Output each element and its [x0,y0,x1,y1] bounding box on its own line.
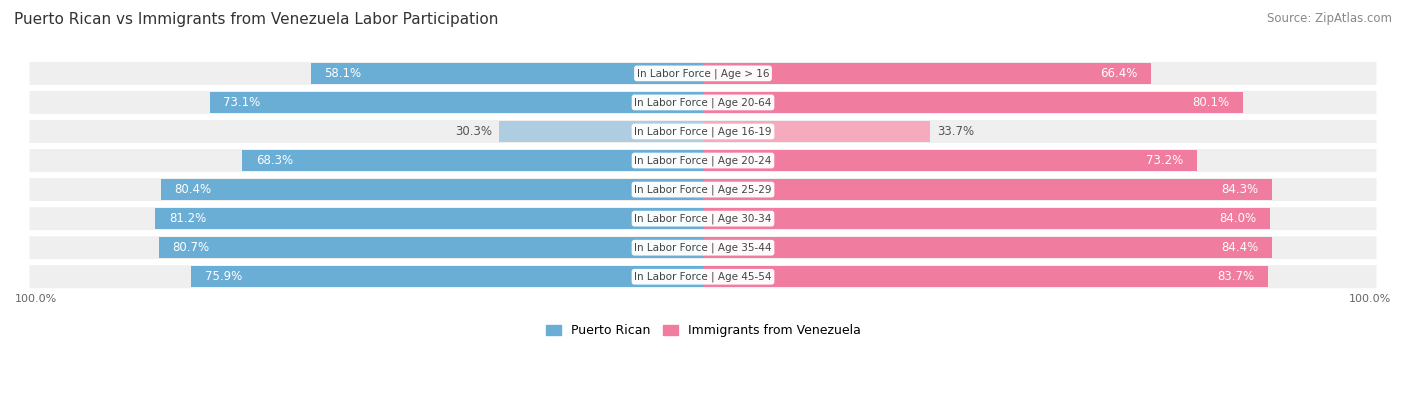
Bar [160,179,703,200]
Text: 66.4%: 66.4% [1099,67,1137,80]
FancyBboxPatch shape [28,264,1378,289]
Text: In Labor Force | Age 25-29: In Labor Force | Age 25-29 [634,184,772,195]
Text: 84.3%: 84.3% [1220,183,1258,196]
Text: 84.4%: 84.4% [1222,241,1258,254]
Text: 84.0%: 84.0% [1219,212,1256,225]
Legend: Puerto Rican, Immigrants from Venezuela: Puerto Rican, Immigrants from Venezuela [541,320,865,342]
Bar [703,237,1272,258]
Bar [191,266,703,287]
FancyBboxPatch shape [28,148,1378,173]
FancyBboxPatch shape [28,61,1378,86]
Text: In Labor Force | Age 16-19: In Labor Force | Age 16-19 [634,126,772,137]
Bar [703,121,931,142]
Text: 100.0%: 100.0% [15,294,58,304]
Text: In Labor Force | Age 45-54: In Labor Force | Age 45-54 [634,271,772,282]
Bar [703,266,1268,287]
Bar [499,121,703,142]
Text: 68.3%: 68.3% [256,154,292,167]
FancyBboxPatch shape [28,119,1378,144]
Text: 30.3%: 30.3% [456,125,492,138]
Bar [703,179,1271,200]
Bar [159,237,703,258]
Text: 80.4%: 80.4% [174,183,211,196]
FancyBboxPatch shape [28,235,1378,260]
Text: Source: ZipAtlas.com: Source: ZipAtlas.com [1267,12,1392,25]
Bar [703,150,1197,171]
Text: 75.9%: 75.9% [204,270,242,283]
Bar [155,208,703,229]
Bar [311,63,703,84]
Text: Puerto Rican vs Immigrants from Venezuela Labor Participation: Puerto Rican vs Immigrants from Venezuel… [14,12,499,27]
FancyBboxPatch shape [28,90,1378,115]
Bar [703,63,1152,84]
Text: In Labor Force | Age 30-34: In Labor Force | Age 30-34 [634,213,772,224]
Text: 80.1%: 80.1% [1192,96,1230,109]
FancyBboxPatch shape [28,206,1378,231]
Text: 58.1%: 58.1% [325,67,361,80]
Text: 73.2%: 73.2% [1146,154,1184,167]
Text: In Labor Force | Age 35-44: In Labor Force | Age 35-44 [634,243,772,253]
Text: 73.1%: 73.1% [224,96,260,109]
Bar [242,150,703,171]
Bar [703,208,1270,229]
Text: 80.7%: 80.7% [172,241,209,254]
Text: In Labor Force | Age 20-64: In Labor Force | Age 20-64 [634,97,772,108]
Text: 81.2%: 81.2% [169,212,207,225]
Bar [703,92,1243,113]
Text: 83.7%: 83.7% [1218,270,1254,283]
Bar [209,92,703,113]
Text: 100.0%: 100.0% [1348,294,1391,304]
FancyBboxPatch shape [28,177,1378,202]
Text: 33.7%: 33.7% [936,125,974,138]
Text: In Labor Force | Age 20-24: In Labor Force | Age 20-24 [634,155,772,166]
Text: In Labor Force | Age > 16: In Labor Force | Age > 16 [637,68,769,79]
